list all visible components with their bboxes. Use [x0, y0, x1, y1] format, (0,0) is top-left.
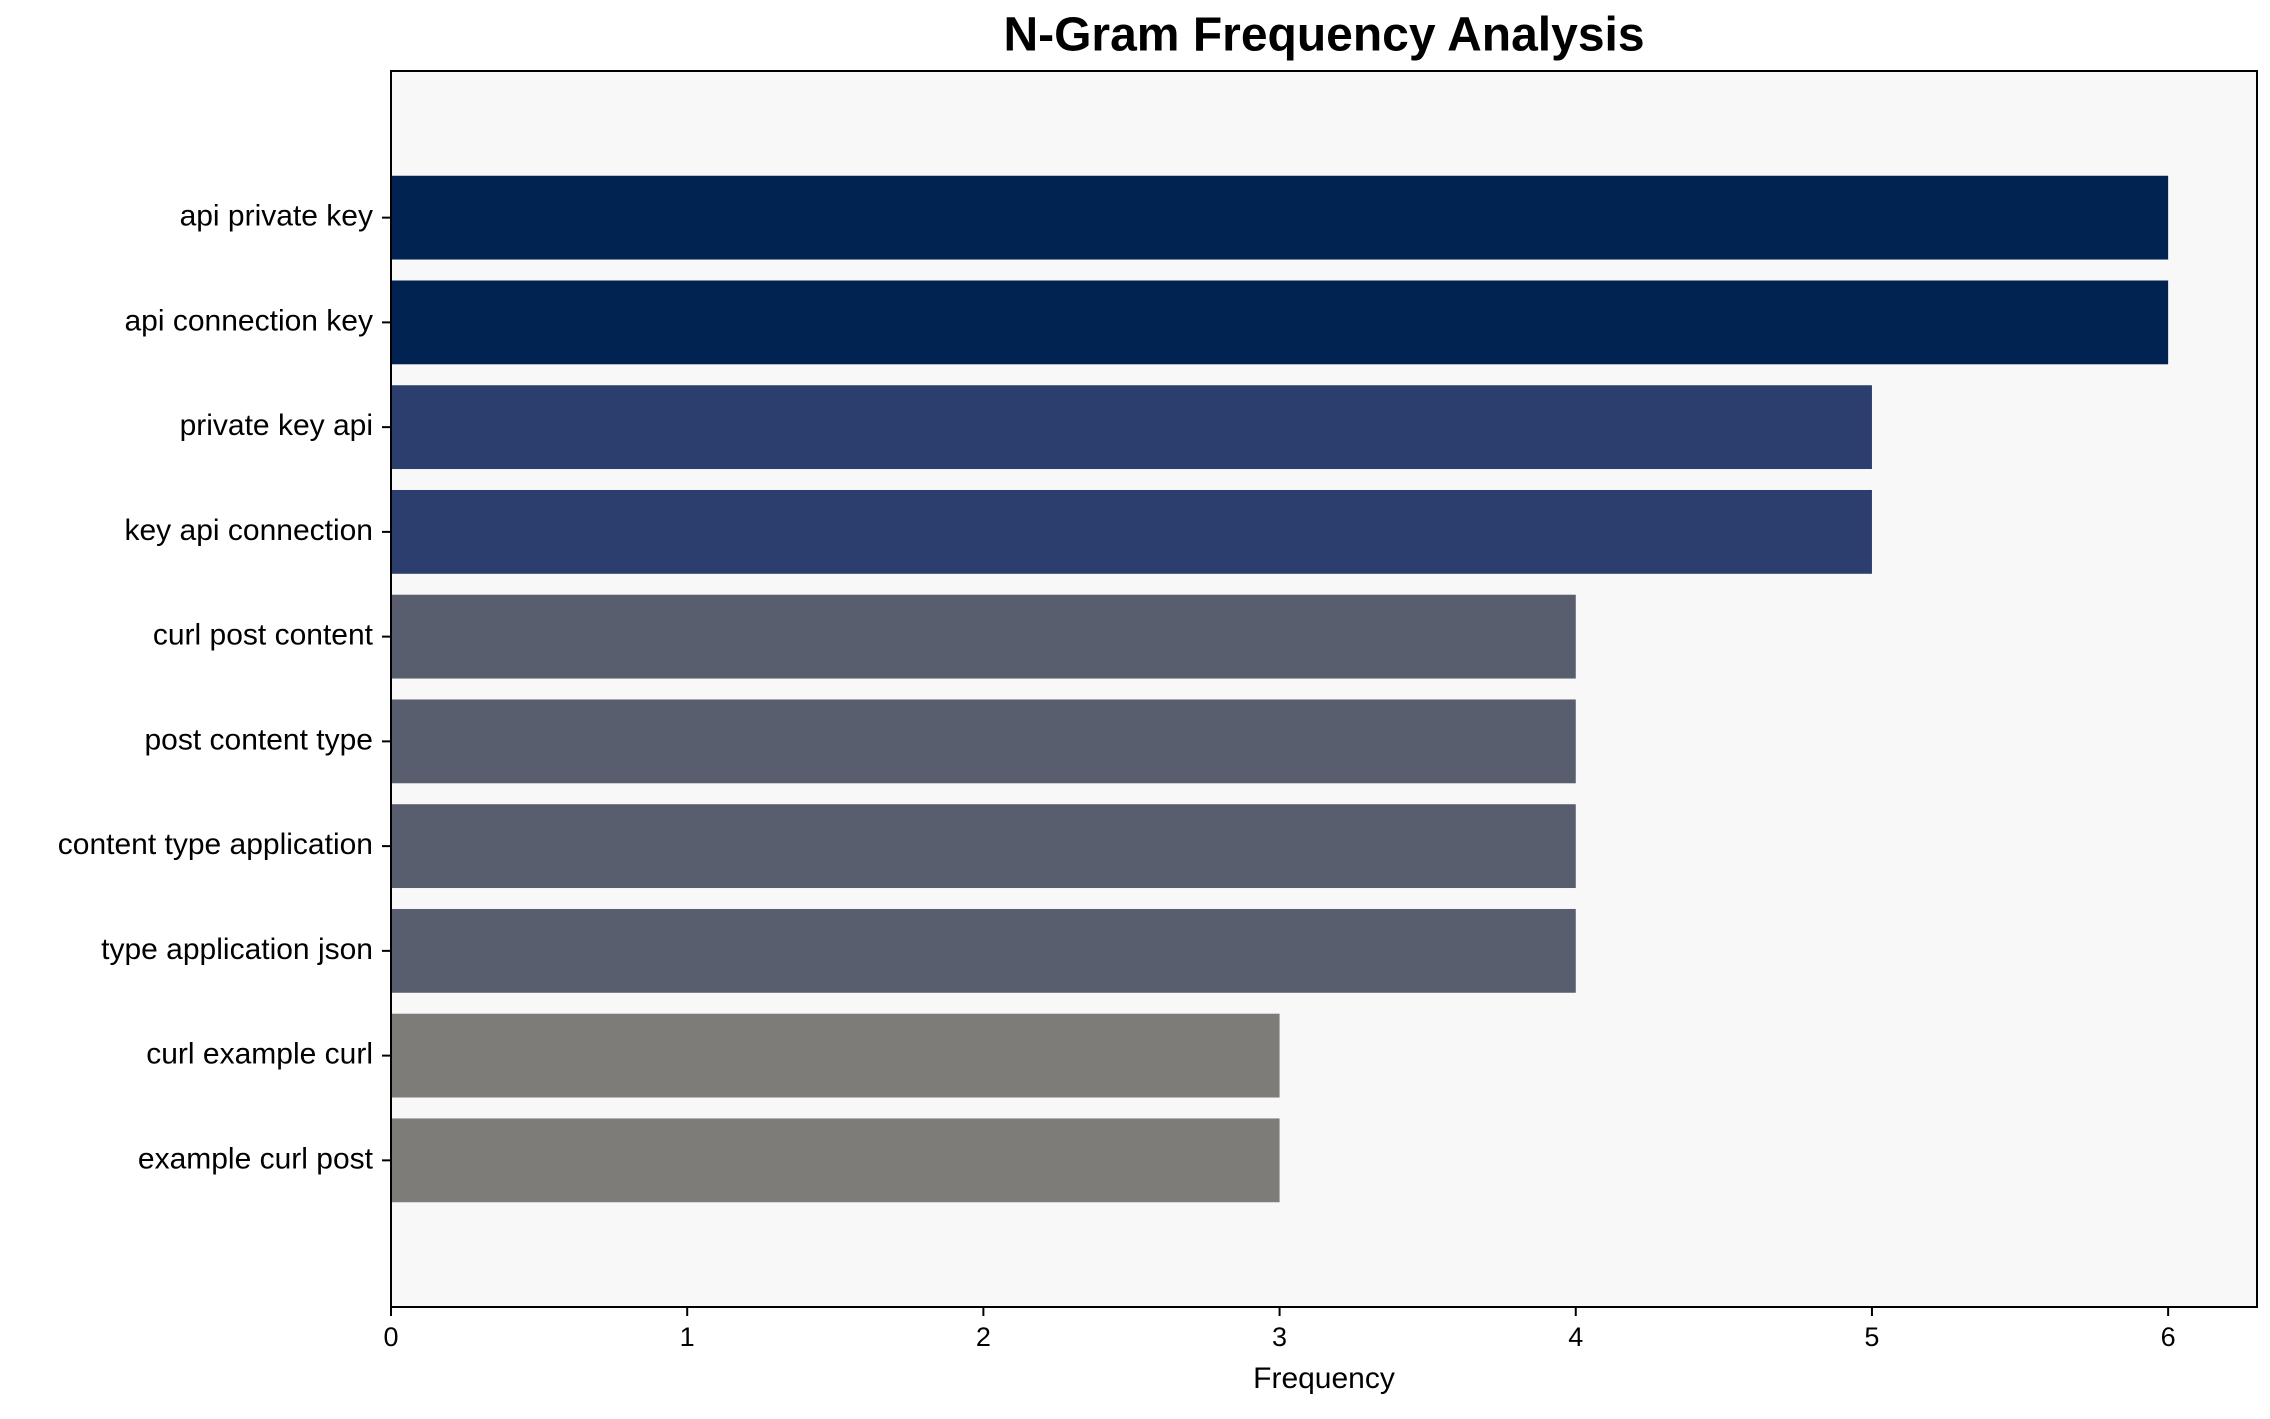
bar — [391, 594, 1576, 679]
y-tick-label: type application json — [101, 933, 373, 966]
bar — [391, 385, 1872, 470]
y-tick-label: api connection key — [125, 304, 374, 337]
marks — [391, 175, 2169, 1203]
bar — [391, 489, 1872, 574]
bar — [391, 908, 1576, 993]
bar — [391, 1013, 1280, 1098]
chart-title: N-Gram Frequency Analysis — [1003, 9, 1644, 62]
plot-frame — [390, 70, 2258, 1308]
bar — [391, 280, 2169, 365]
x-tick-label: 5 — [1864, 1322, 1879, 1352]
x-tick-label: 6 — [2161, 1322, 2176, 1352]
bar — [391, 1118, 1280, 1203]
bar — [391, 699, 1576, 784]
y-tick-label: curl example curl — [146, 1038, 373, 1071]
x-axis-label: Frequency — [1253, 1362, 1395, 1395]
bar — [391, 804, 1576, 889]
x-tick-label: 1 — [680, 1322, 695, 1352]
x-tick-label: 2 — [976, 1322, 991, 1352]
y-tick-label: curl post content — [153, 619, 374, 652]
y-tick-label: example curl post — [138, 1142, 374, 1175]
y-tick-label: key api connection — [125, 514, 374, 547]
y-tick-label: api private key — [180, 200, 373, 233]
x-tick-label: 0 — [383, 1322, 398, 1352]
y-tick-label: content type application — [58, 828, 373, 861]
bar — [391, 175, 2169, 260]
x-tick-label: 3 — [1272, 1322, 1287, 1352]
plot-area — [391, 71, 2257, 1307]
y-tick-label: post content type — [145, 723, 374, 756]
y-tick-label: private key api — [180, 409, 373, 442]
x-tick-label: 4 — [1568, 1322, 1583, 1352]
